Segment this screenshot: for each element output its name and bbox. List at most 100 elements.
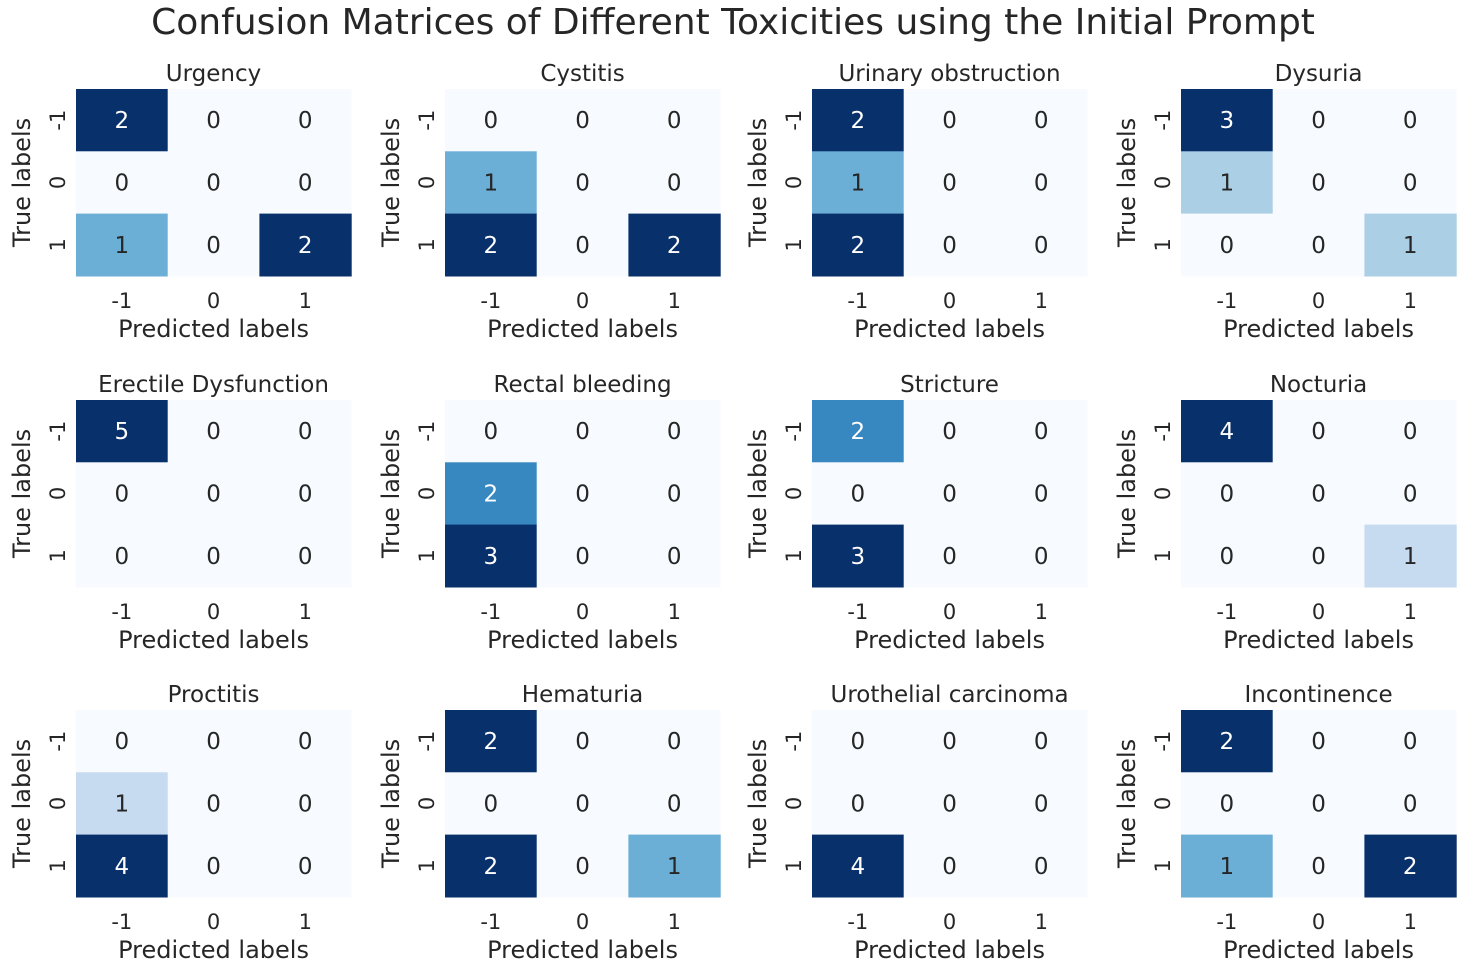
x-axis-label: Predicted labels	[118, 936, 309, 964]
panel-title: Urothelial carcinoma	[831, 682, 1069, 708]
heatmap-cell	[1272, 772, 1365, 836]
y-tick-label: 0	[46, 176, 70, 189]
y-tick-label: -1	[415, 731, 439, 752]
cell-value-label: 0	[942, 108, 957, 134]
heatmap-cell	[445, 710, 538, 773]
heatmap-cell	[1181, 89, 1274, 152]
x-tick-label: 1	[1404, 289, 1417, 313]
x-tick-label: -1	[480, 910, 501, 934]
cell-value-label: 0	[1403, 481, 1418, 507]
panel-title: Rectal bleeding	[494, 372, 672, 398]
cell-value-label: 0	[1220, 791, 1235, 817]
x-axis-label: Predicted labels	[487, 626, 678, 654]
heatmap-cell	[167, 151, 260, 215]
x-tick-label: 0	[1312, 600, 1325, 624]
heatmap-cell	[995, 213, 1088, 277]
y-tick-label: -1	[1151, 110, 1175, 131]
heatmap-cell	[903, 400, 996, 463]
x-axis-label: Predicted labels	[1223, 315, 1414, 343]
heatmap-cell	[445, 462, 538, 526]
heatmap-cell	[628, 772, 721, 836]
y-tick-label: -1	[782, 731, 806, 752]
cell-value-label: 0	[115, 544, 130, 570]
cell-value-label: 0	[1220, 544, 1235, 570]
heatmap-cell	[812, 400, 905, 463]
heatmap-cell	[628, 524, 721, 588]
y-tick-label: 0	[782, 487, 806, 500]
y-tick-label: 0	[46, 797, 70, 810]
x-tick-label: -1	[847, 600, 868, 624]
heatmap-cell	[259, 710, 352, 773]
panel-title: Urgency	[166, 61, 261, 87]
heatmap-cell	[903, 834, 996, 898]
cell-value-label: 4	[115, 854, 130, 880]
figure-title: Confusion Matrices of Different Toxiciti…	[151, 2, 1315, 43]
y-tick-label: 0	[782, 176, 806, 189]
x-tick-label: -1	[1216, 910, 1237, 934]
cell-value-label: 2	[851, 419, 866, 445]
x-tick-label: -1	[111, 600, 132, 624]
heatmap-cell	[1272, 400, 1365, 463]
x-axis-label: Predicted labels	[854, 315, 1045, 343]
cell-value-label: 0	[484, 108, 499, 134]
heatmap-cell	[1272, 151, 1365, 215]
cell-value-label: 0	[1311, 170, 1326, 196]
cell-value-label: 0	[575, 481, 590, 507]
heatmap-cell	[259, 400, 352, 463]
heatmap-cell	[628, 710, 721, 773]
cell-value-label: 1	[484, 170, 499, 196]
cell-value-label: 0	[851, 729, 866, 755]
y-tick-label: 1	[46, 549, 70, 562]
cell-value-label: 0	[667, 544, 682, 570]
cell-value-label: 0	[298, 791, 313, 817]
y-tick-label: 1	[415, 859, 439, 872]
heatmap-cell	[995, 89, 1088, 152]
cell-value-label: 0	[1034, 108, 1049, 134]
heatmap-cell	[812, 710, 905, 773]
cell-value-label: 2	[484, 729, 499, 755]
x-axis-label: Predicted labels	[1223, 626, 1414, 654]
cell-value-label: 0	[206, 854, 221, 880]
cell-value-label: 2	[851, 233, 866, 259]
cell-value-label: 0	[942, 544, 957, 570]
cell-value-label: 0	[1034, 419, 1049, 445]
heatmap-cell	[995, 710, 1088, 773]
cell-value-label: 2	[484, 233, 499, 259]
cell-value-label: 3	[484, 544, 499, 570]
heatmap-cell	[1364, 151, 1457, 215]
y-tick-label: -1	[782, 110, 806, 131]
y-tick-label: 0	[415, 176, 439, 189]
cell-value-label: 4	[851, 854, 866, 880]
heatmap-cell	[167, 89, 260, 152]
x-tick-label: 0	[943, 600, 956, 624]
cell-value-label: 0	[575, 544, 590, 570]
x-tick-label: 1	[1035, 600, 1048, 624]
x-tick-label: 0	[207, 910, 220, 934]
heatmap-cell	[167, 772, 260, 836]
cell-value-label: 0	[667, 791, 682, 817]
y-axis-label: True labels	[1113, 429, 1141, 559]
heatmap-cell	[1272, 89, 1365, 152]
cell-value-label: 0	[484, 419, 499, 445]
x-tick-label: 1	[1035, 910, 1048, 934]
cell-value-label: 4	[1220, 419, 1235, 445]
x-tick-label: 0	[576, 910, 589, 934]
y-tick-label: 1	[415, 238, 439, 251]
y-axis-label: True labels	[377, 739, 405, 869]
cell-value-label: 0	[1311, 729, 1326, 755]
y-tick-label: -1	[1151, 731, 1175, 752]
x-tick-label: -1	[111, 289, 132, 313]
cell-value-label: 0	[206, 108, 221, 134]
x-axis-label: Predicted labels	[1223, 936, 1414, 964]
y-axis-label: True labels	[744, 739, 772, 869]
panel-title: Cystitis	[540, 61, 624, 87]
heatmap-cell	[995, 772, 1088, 836]
heatmap-cell	[445, 213, 538, 277]
panel-title: Erectile Dysfunction	[98, 372, 329, 398]
x-axis-label: Predicted labels	[487, 315, 678, 343]
cell-value-label: 0	[1311, 544, 1326, 570]
heatmap-cell	[1272, 524, 1365, 588]
